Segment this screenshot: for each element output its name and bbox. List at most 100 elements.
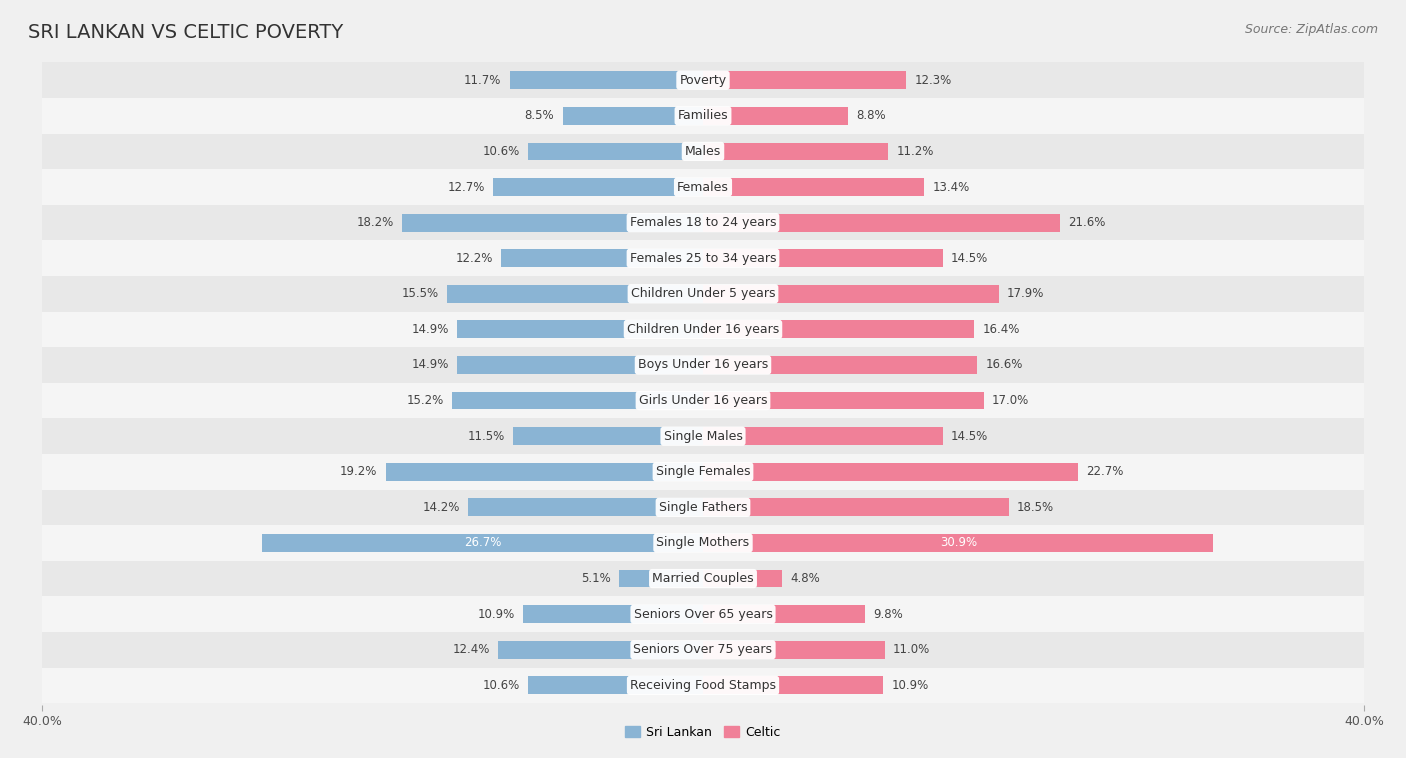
Text: 4.8%: 4.8% bbox=[790, 572, 820, 585]
FancyBboxPatch shape bbox=[42, 490, 1364, 525]
Text: 14.5%: 14.5% bbox=[950, 252, 988, 265]
Text: 17.0%: 17.0% bbox=[993, 394, 1029, 407]
Bar bbox=[703, 676, 883, 694]
Bar bbox=[447, 285, 703, 302]
FancyBboxPatch shape bbox=[42, 240, 1364, 276]
Bar bbox=[451, 392, 703, 409]
Text: Single Males: Single Males bbox=[664, 430, 742, 443]
Text: Boys Under 16 years: Boys Under 16 years bbox=[638, 359, 768, 371]
Text: Girls Under 16 years: Girls Under 16 years bbox=[638, 394, 768, 407]
Text: Married Couples: Married Couples bbox=[652, 572, 754, 585]
Text: Seniors Over 75 years: Seniors Over 75 years bbox=[634, 644, 772, 656]
Bar bbox=[703, 285, 998, 302]
Text: Children Under 5 years: Children Under 5 years bbox=[631, 287, 775, 300]
Text: 8.5%: 8.5% bbox=[524, 109, 554, 122]
Bar bbox=[703, 392, 984, 409]
Text: Families: Families bbox=[678, 109, 728, 122]
Bar bbox=[385, 463, 703, 481]
Text: 21.6%: 21.6% bbox=[1069, 216, 1105, 229]
Text: 5.1%: 5.1% bbox=[581, 572, 610, 585]
Text: 15.2%: 15.2% bbox=[406, 394, 444, 407]
Text: 10.9%: 10.9% bbox=[478, 608, 515, 621]
Text: 14.5%: 14.5% bbox=[950, 430, 988, 443]
Bar bbox=[703, 606, 865, 623]
Text: Males: Males bbox=[685, 145, 721, 158]
FancyBboxPatch shape bbox=[42, 383, 1364, 418]
Text: Poverty: Poverty bbox=[679, 74, 727, 86]
FancyBboxPatch shape bbox=[42, 525, 1364, 561]
Bar bbox=[703, 428, 942, 445]
Bar bbox=[703, 321, 974, 338]
Text: 12.3%: 12.3% bbox=[914, 74, 952, 86]
Text: Females: Females bbox=[678, 180, 728, 193]
Text: Single Females: Single Females bbox=[655, 465, 751, 478]
Text: Females 25 to 34 years: Females 25 to 34 years bbox=[630, 252, 776, 265]
Bar bbox=[510, 71, 703, 89]
Bar bbox=[498, 641, 703, 659]
Bar bbox=[527, 143, 703, 160]
Text: 16.4%: 16.4% bbox=[983, 323, 1019, 336]
Text: 17.9%: 17.9% bbox=[1007, 287, 1045, 300]
Text: 18.2%: 18.2% bbox=[357, 216, 394, 229]
Text: 16.6%: 16.6% bbox=[986, 359, 1024, 371]
Bar bbox=[703, 107, 848, 125]
Bar bbox=[527, 676, 703, 694]
Legend: Sri Lankan, Celtic: Sri Lankan, Celtic bbox=[620, 721, 786, 744]
Bar bbox=[502, 249, 703, 267]
FancyBboxPatch shape bbox=[42, 312, 1364, 347]
FancyBboxPatch shape bbox=[42, 98, 1364, 133]
Bar bbox=[523, 606, 703, 623]
FancyBboxPatch shape bbox=[42, 276, 1364, 312]
Text: 14.9%: 14.9% bbox=[411, 323, 449, 336]
FancyBboxPatch shape bbox=[42, 205, 1364, 240]
Text: SRI LANKAN VS CELTIC POVERTY: SRI LANKAN VS CELTIC POVERTY bbox=[28, 23, 343, 42]
FancyBboxPatch shape bbox=[42, 632, 1364, 668]
FancyBboxPatch shape bbox=[42, 561, 1364, 597]
Bar bbox=[703, 641, 884, 659]
Text: Seniors Over 65 years: Seniors Over 65 years bbox=[634, 608, 772, 621]
Bar bbox=[703, 570, 782, 587]
Bar bbox=[703, 356, 977, 374]
FancyBboxPatch shape bbox=[42, 597, 1364, 632]
Text: 14.9%: 14.9% bbox=[411, 359, 449, 371]
Text: 15.5%: 15.5% bbox=[402, 287, 439, 300]
Text: 12.2%: 12.2% bbox=[456, 252, 494, 265]
Text: 9.8%: 9.8% bbox=[873, 608, 903, 621]
Text: Children Under 16 years: Children Under 16 years bbox=[627, 323, 779, 336]
Text: 10.6%: 10.6% bbox=[482, 679, 520, 692]
Bar bbox=[703, 71, 907, 89]
FancyBboxPatch shape bbox=[42, 668, 1364, 703]
Text: Single Fathers: Single Fathers bbox=[659, 501, 747, 514]
FancyBboxPatch shape bbox=[42, 62, 1364, 98]
Bar bbox=[494, 178, 703, 196]
Text: 19.2%: 19.2% bbox=[340, 465, 378, 478]
Bar bbox=[468, 499, 703, 516]
Text: 10.9%: 10.9% bbox=[891, 679, 928, 692]
Text: Receiving Food Stamps: Receiving Food Stamps bbox=[630, 679, 776, 692]
FancyBboxPatch shape bbox=[42, 169, 1364, 205]
Bar bbox=[703, 143, 889, 160]
Bar bbox=[457, 321, 703, 338]
Text: Source: ZipAtlas.com: Source: ZipAtlas.com bbox=[1244, 23, 1378, 36]
Bar bbox=[703, 499, 1008, 516]
Bar bbox=[562, 107, 703, 125]
Bar bbox=[703, 534, 1213, 552]
Text: 12.4%: 12.4% bbox=[453, 644, 489, 656]
Text: 11.7%: 11.7% bbox=[464, 74, 502, 86]
Text: Single Mothers: Single Mothers bbox=[657, 537, 749, 550]
Bar bbox=[457, 356, 703, 374]
Bar bbox=[619, 570, 703, 587]
Bar bbox=[402, 214, 703, 231]
Text: 22.7%: 22.7% bbox=[1087, 465, 1123, 478]
Text: 14.2%: 14.2% bbox=[423, 501, 460, 514]
FancyBboxPatch shape bbox=[42, 133, 1364, 169]
Text: 30.9%: 30.9% bbox=[939, 537, 977, 550]
Text: 13.4%: 13.4% bbox=[932, 180, 970, 193]
Bar bbox=[703, 178, 924, 196]
Text: 11.2%: 11.2% bbox=[896, 145, 934, 158]
Bar bbox=[703, 249, 942, 267]
Text: Females 18 to 24 years: Females 18 to 24 years bbox=[630, 216, 776, 229]
Text: 18.5%: 18.5% bbox=[1017, 501, 1054, 514]
FancyBboxPatch shape bbox=[42, 347, 1364, 383]
Text: 11.0%: 11.0% bbox=[893, 644, 931, 656]
